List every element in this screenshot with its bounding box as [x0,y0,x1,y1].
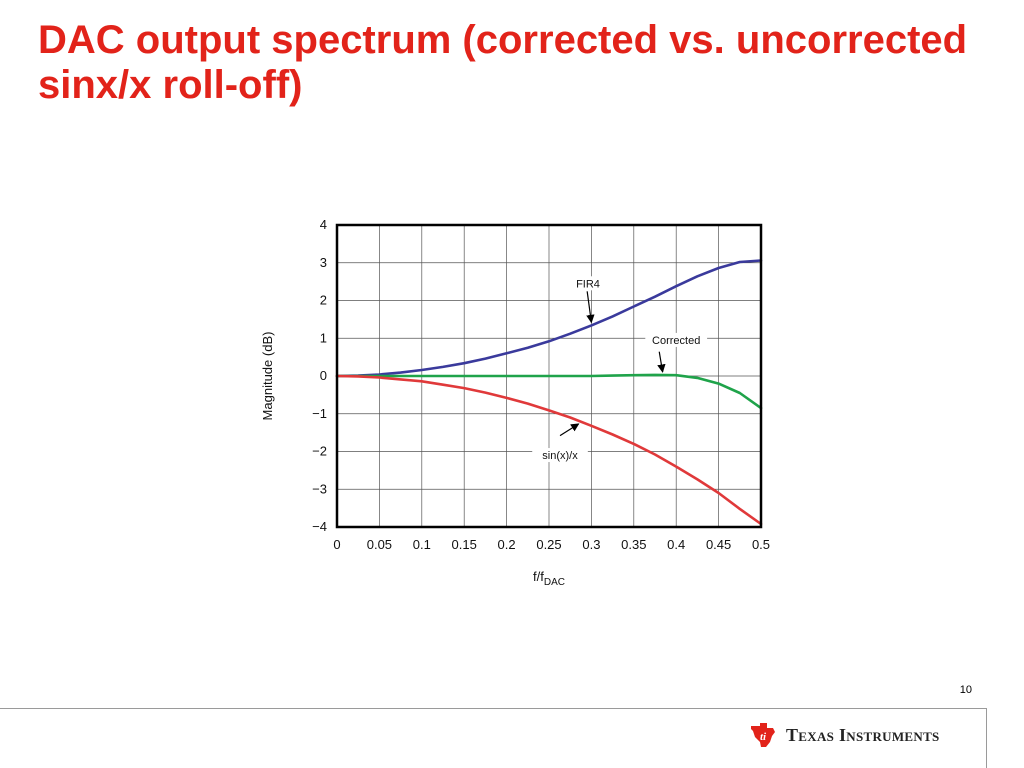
footer-divider-vertical [986,708,987,768]
chart-svg: 0 0.05 0.1 0.15 0.2 0.25 0.3 0.35 0.4 0.45 0.5 −4 −3… [260,217,770,588]
series-layer [335,259,763,526]
annotation-label-bg [572,276,604,291]
plot-frame [335,223,763,529]
y-tick-label: −2 [312,444,327,459]
y-tick-label: −3 [312,481,327,496]
footer-logo: ti Texas Instruments [748,720,940,750]
y-tick-label: 4 [320,217,327,232]
y-tick-label: −4 [312,519,327,534]
x-axis-label: f/fDAC [533,569,565,588]
x-axis-label-sub: DAC [544,577,565,588]
annotation-label-bg [645,332,708,347]
x-tick-label: 0.1 [413,537,431,552]
annotation-label: sin(x)/x [542,450,578,462]
annotation-arrow [559,423,580,437]
svg-text:ti: ti [760,731,767,743]
x-axis-label-main: f/f [533,569,544,584]
y-tick-label: 2 [320,293,327,308]
x-tick-label: 0.5 [752,537,770,552]
x-tick-label: 0.05 [367,537,392,552]
x-tick-label: 0 [333,537,340,552]
x-tick-label: 0.35 [621,537,646,552]
series-line-corrected [335,373,763,410]
page-number: 10 [959,684,972,696]
annotation-label-bg [532,448,588,463]
x-tick-label: 0.3 [582,537,600,552]
y-tick-label: 0 [320,368,327,383]
x-tick-label: 0.4 [667,537,685,552]
series-line-sin-x-x [335,374,763,526]
series-line-fir4 [335,259,763,378]
y-tick-label: 1 [320,330,327,345]
x-tick-label: 0.25 [536,537,561,552]
tick-labels: 0 0.05 0.1 0.15 0.2 0.25 0.3 0.35 0.4 0.45 0.5 −4 −3… [312,217,770,552]
annotation-arrow [586,291,595,324]
annotation-arrow [657,351,666,373]
x-tick-label: 0.45 [706,537,731,552]
ti-logo-icon: ti [748,720,778,750]
y-tick-label: −1 [312,406,327,421]
annotations: FIR4 Corrected sin(x)/x [532,276,708,463]
slide-title: DAC output spectrum (corrected vs. uncor… [38,18,968,107]
chart: 0 0.05 0.1 0.15 0.2 0.25 0.3 0.35 0.4 0.45 0.5 −4 −3… [250,208,790,600]
brand-name: Texas Instruments [786,724,940,745]
annotation-label: Corrected [652,335,700,347]
footer-divider [0,708,986,709]
y-tick-label: 3 [320,255,327,270]
x-tick-label: 0.2 [498,537,516,552]
annotation-label: FIR4 [576,278,600,290]
y-axis-label: Magnitude (dB) [260,332,275,421]
x-tick-label: 0.15 [452,537,477,552]
